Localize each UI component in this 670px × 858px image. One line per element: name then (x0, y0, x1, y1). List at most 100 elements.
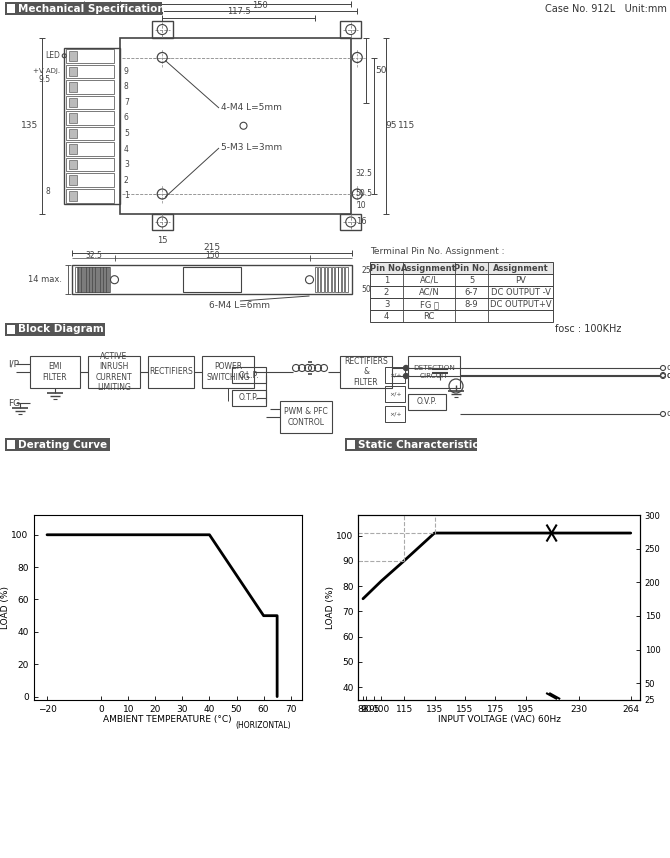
Text: 117.5: 117.5 (226, 8, 251, 16)
Bar (97, 268, 100, 292)
Bar (92, 268, 95, 292)
Bar (345, 268, 348, 292)
Text: 5-M3 L=3mm: 5-M3 L=3mm (221, 143, 282, 153)
Bar (66, 173, 114, 187)
Bar (370, 311, 553, 323)
Text: o +V: o +V (667, 364, 670, 372)
Bar (69, 175, 77, 185)
Bar (30, 356, 80, 388)
Bar (69, 191, 77, 201)
Text: 7: 7 (124, 98, 129, 107)
Text: fosc : 100KHz: fosc : 100KHz (555, 324, 621, 335)
Text: 8: 8 (124, 82, 129, 91)
Text: 8-9: 8-9 (465, 300, 478, 309)
Bar (345, 438, 477, 451)
Bar (69, 160, 77, 169)
Bar (77, 268, 79, 292)
Bar (7, 325, 15, 334)
Text: 2: 2 (384, 288, 389, 297)
Bar (232, 367, 266, 383)
Text: Terminal Pin No. Assignment :: Terminal Pin No. Assignment : (370, 247, 505, 256)
Bar (314, 268, 317, 292)
Bar (88, 268, 90, 292)
Bar (66, 127, 114, 141)
Text: 6: 6 (124, 113, 129, 123)
Text: Assignment: Assignment (401, 264, 457, 273)
Text: 9.5: 9.5 (38, 75, 50, 83)
Text: DC OUTPUT -V: DC OUTPUT -V (490, 288, 551, 297)
Bar (385, 406, 405, 422)
Text: 1: 1 (384, 276, 389, 285)
Text: RC: RC (423, 312, 435, 321)
Bar (342, 268, 344, 292)
Bar (5, 438, 110, 451)
X-axis label: AMBIENT TEMPERATURE (°C): AMBIENT TEMPERATURE (°C) (103, 715, 232, 724)
Bar (89, 268, 92, 292)
Text: DC OUTPUT+V: DC OUTPUT+V (490, 300, 551, 309)
Text: 50: 50 (376, 66, 387, 75)
Bar (340, 21, 361, 38)
Text: 50.5: 50.5 (356, 189, 373, 198)
Text: 9: 9 (124, 67, 129, 76)
Bar (328, 268, 331, 292)
Text: O.L.P.: O.L.P. (239, 371, 259, 379)
Bar (148, 356, 194, 388)
Text: 3: 3 (384, 300, 389, 309)
Text: RECTIFIERS: RECTIFIERS (149, 367, 193, 377)
Text: DETECTION
CIRCUIT: DETECTION CIRCUIT (413, 366, 455, 378)
Text: LED: LED (46, 51, 60, 60)
Bar (78, 268, 81, 292)
Text: O.T.P.: O.T.P. (239, 394, 259, 402)
Bar (102, 268, 105, 292)
Text: PV: PV (515, 276, 526, 285)
Bar (370, 299, 553, 311)
Bar (66, 80, 114, 94)
Bar (69, 98, 77, 107)
Text: 10: 10 (356, 201, 365, 210)
Text: 8: 8 (46, 186, 50, 196)
Bar (340, 356, 392, 388)
Bar (370, 263, 553, 275)
Text: 115: 115 (398, 121, 415, 130)
Text: o -V: o -V (667, 372, 670, 380)
Bar (108, 268, 111, 292)
Text: Assignment: Assignment (492, 264, 548, 273)
Text: 32.5: 32.5 (356, 169, 373, 178)
Text: Case No. 912L   Unit:mm: Case No. 912L Unit:mm (545, 4, 667, 14)
Bar (100, 268, 103, 292)
Text: ×/+: ×/+ (389, 372, 401, 378)
Bar (202, 356, 254, 388)
Text: 16: 16 (356, 217, 366, 227)
Text: RECTIFIERS
&
FILTER: RECTIFIERS & FILTER (344, 357, 388, 387)
Bar (91, 268, 93, 292)
Text: 3: 3 (124, 160, 129, 169)
Bar (80, 268, 82, 292)
Text: 50: 50 (362, 285, 371, 293)
Text: POWER
SWITCHING: POWER SWITCHING (206, 362, 250, 382)
Bar (338, 268, 341, 292)
Text: ACTIVE
INRUSH
CURRENT
LIMITING: ACTIVE INRUSH CURRENT LIMITING (96, 352, 132, 392)
Text: 6-7: 6-7 (464, 288, 478, 297)
Text: Pin No.: Pin No. (454, 264, 488, 273)
Text: FG: FG (8, 398, 20, 408)
Text: I/P: I/P (8, 360, 19, 368)
Bar (103, 268, 106, 292)
Bar (69, 51, 77, 61)
Text: 1: 1 (124, 191, 129, 200)
Bar (72, 265, 352, 294)
Bar (408, 356, 460, 388)
Text: 5: 5 (469, 276, 474, 285)
Text: 150: 150 (252, 1, 267, 9)
Bar (370, 275, 553, 287)
Text: o PV: o PV (667, 371, 670, 379)
Text: Derating Curve: Derating Curve (18, 439, 107, 450)
Text: Mechanical Specification: Mechanical Specification (18, 3, 165, 14)
Bar (152, 21, 173, 38)
Bar (94, 268, 96, 292)
Text: 15: 15 (157, 236, 168, 245)
Bar (7, 440, 15, 449)
Y-axis label: LOAD (%): LOAD (%) (326, 586, 335, 629)
Bar (332, 268, 334, 292)
Bar (408, 394, 446, 410)
Text: ×/+: ×/+ (389, 391, 401, 396)
